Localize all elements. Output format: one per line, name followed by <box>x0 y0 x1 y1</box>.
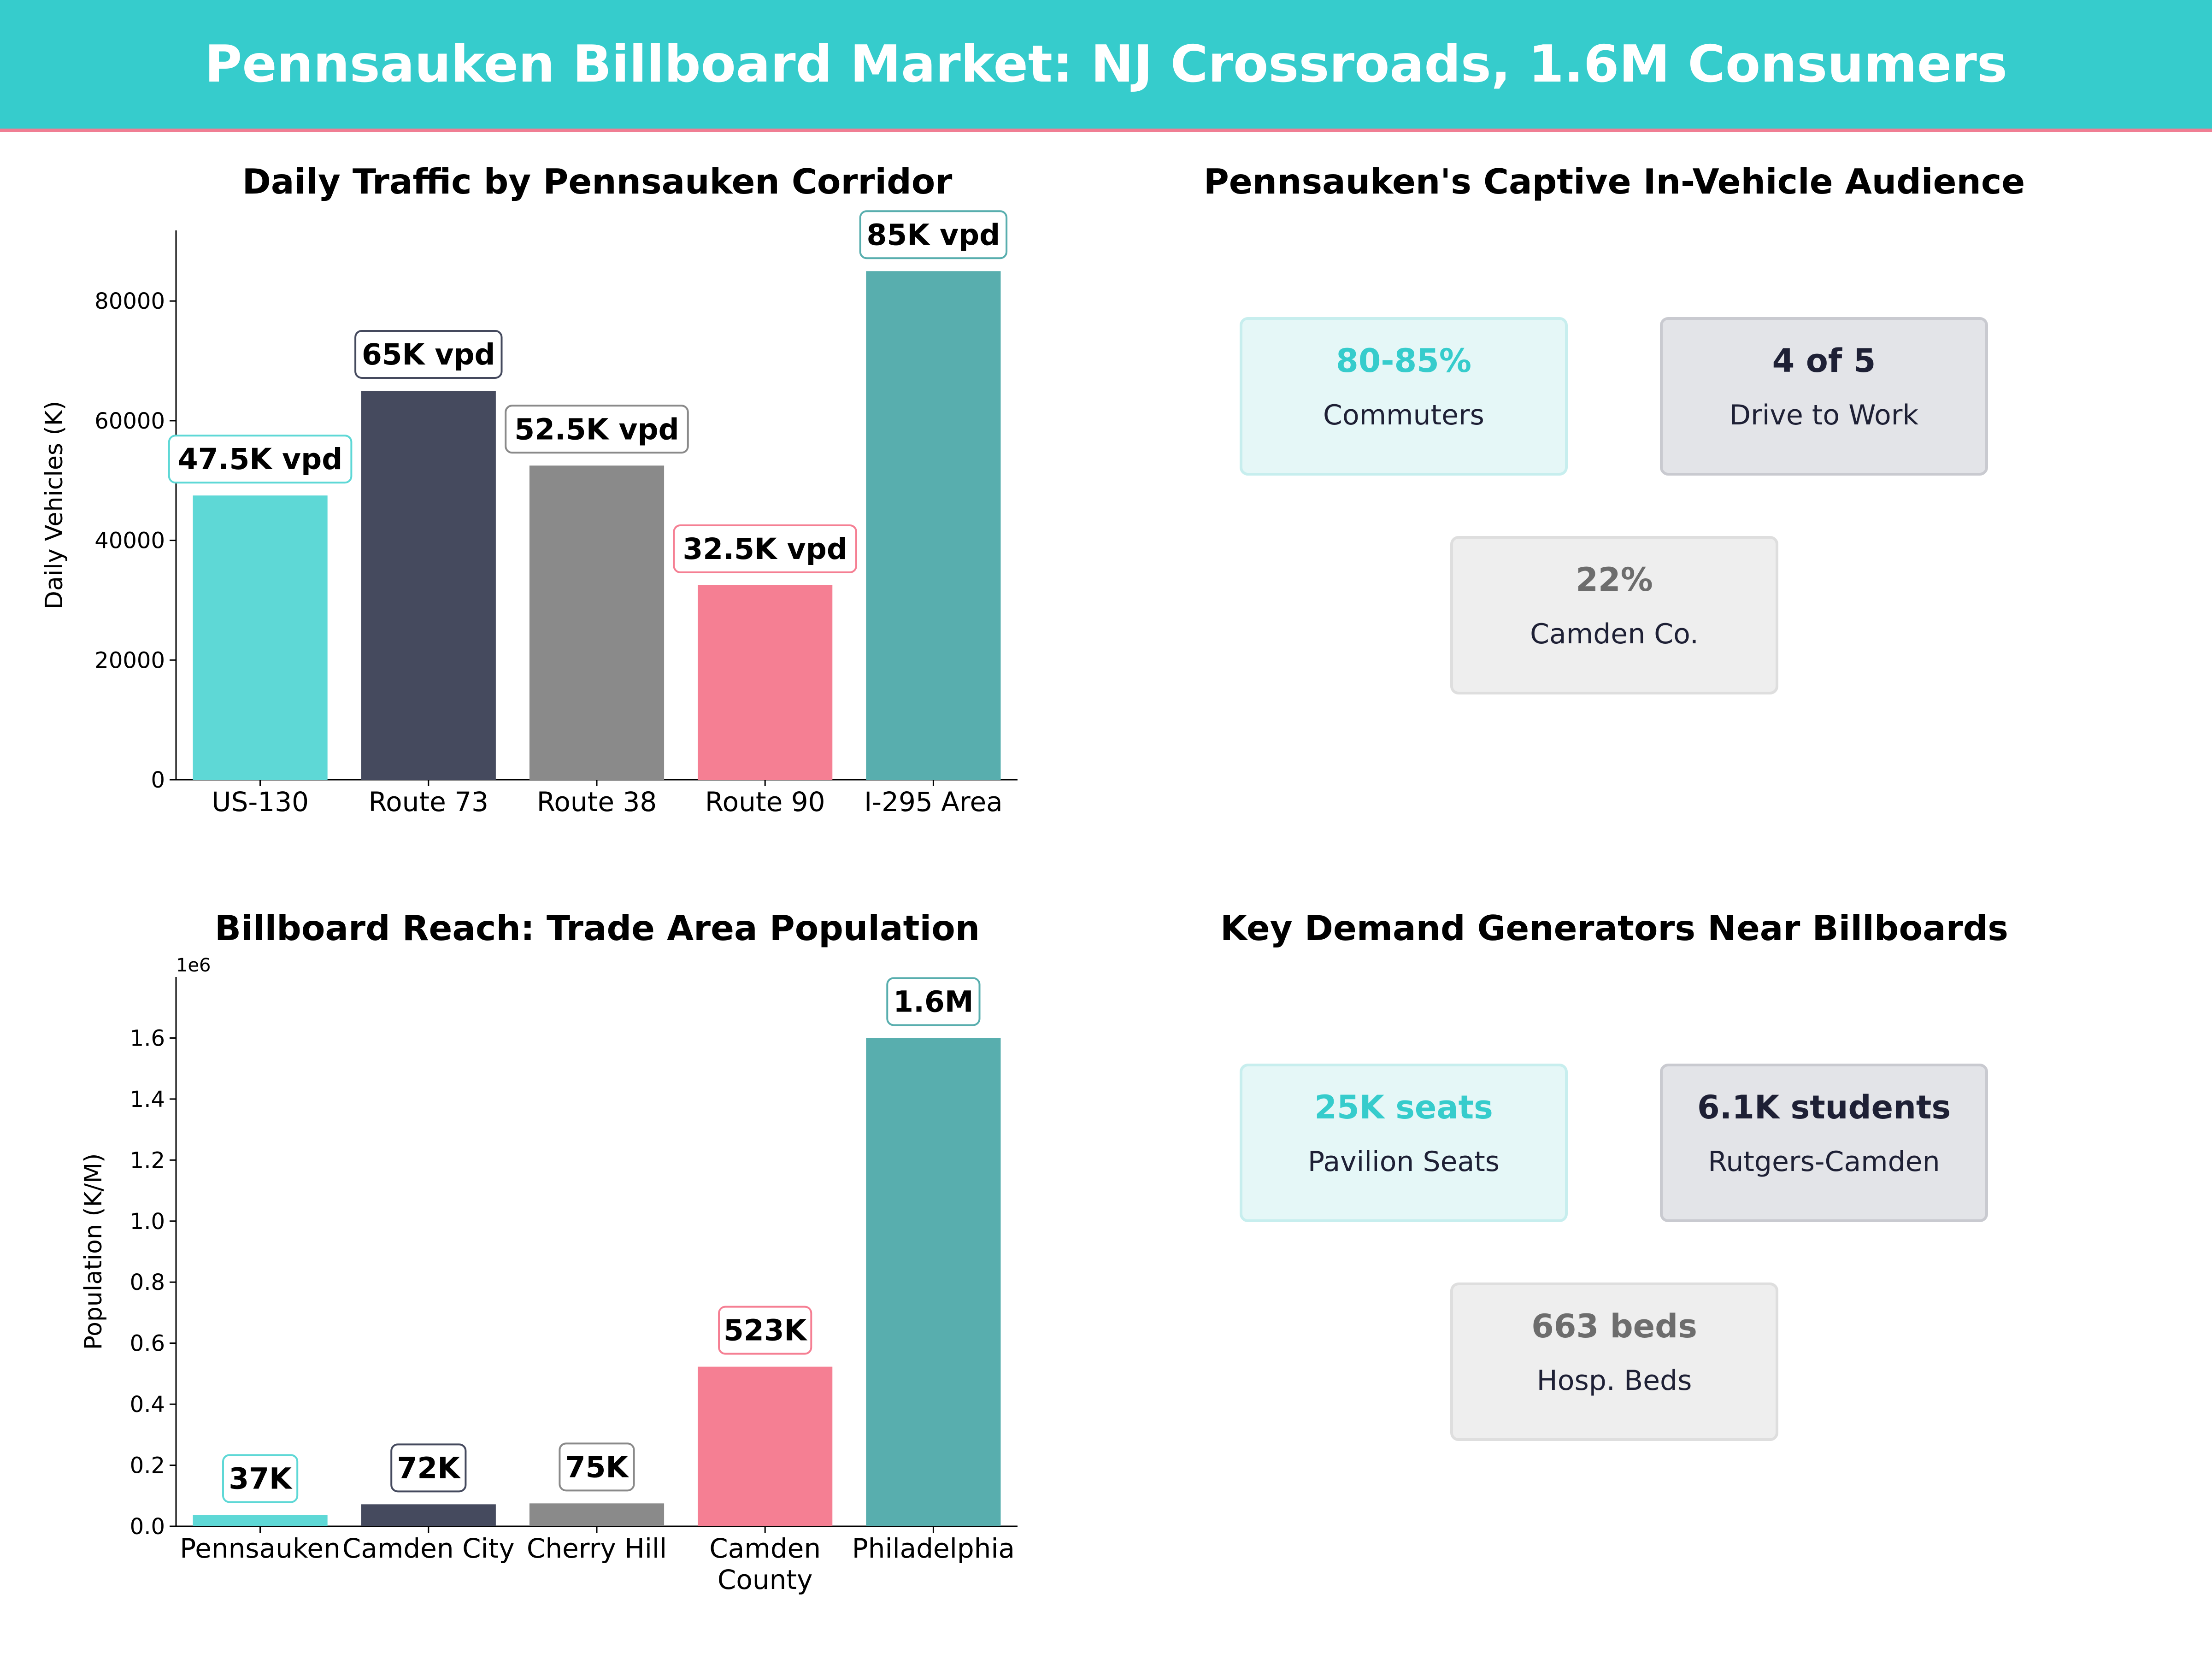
reach-y-tick-label: 0.8 <box>130 1270 165 1295</box>
reach-data-label: 75K <box>565 1450 629 1484</box>
reach-x-tick-label: Camden City <box>342 1533 515 1564</box>
page-title: Pennsauken Billboard Market: NJ Crossroa… <box>205 35 2007 94</box>
reach-axis-offset-label: 1e6 <box>176 955 211 976</box>
traffic-data-label: 52.5K vpd <box>514 412 679 446</box>
reach-y-axis-label: Population (K/M) <box>80 1153 107 1350</box>
stat-value: 4 of 5 <box>1772 342 1876 380</box>
reach-y-tick-label: 1.2 <box>130 1147 165 1173</box>
reach-bar <box>361 1504 496 1526</box>
traffic-data-label: 85K vpd <box>867 218 1000 252</box>
reach-data-label-box <box>559 1442 635 1492</box>
traffic-y-tick-label: 60000 <box>94 408 165 434</box>
reach-bar <box>193 1515 328 1526</box>
reach-data-label-box <box>718 1306 812 1355</box>
traffic-x-tick-label: Route 90 <box>705 786 825 818</box>
traffic-x-tick-label: Route 38 <box>537 786 657 818</box>
stat-label: Hosp. Beds <box>1536 1365 1692 1397</box>
reach-y-tick-label: 0.6 <box>130 1331 165 1357</box>
traffic-data-label: 47.5K vpd <box>178 442 342 476</box>
reach-data-label: 523K <box>724 1314 808 1347</box>
traffic-y-tick-label: 40000 <box>94 528 165 554</box>
reach-y-tick-label: 1.0 <box>130 1209 165 1235</box>
traffic-y-tick-label: 0 <box>151 767 165 793</box>
reach-y-tick-label: 1.6 <box>130 1025 165 1051</box>
traffic-data-label-box <box>673 524 857 573</box>
reach-x-tick-label: Pennsauken <box>180 1533 341 1564</box>
traffic-bar <box>193 495 328 780</box>
traffic-data-label-box <box>505 405 689 454</box>
reach-data-label: 72K <box>397 1451 461 1485</box>
reach-data-label-box <box>390 1443 467 1493</box>
reach-data-label-box <box>886 977 981 1026</box>
stat-value: 22% <box>1576 561 1653 599</box>
reach-y-tick-label: 0.4 <box>130 1392 165 1418</box>
stat-label: Rutgers-Camden <box>1708 1146 1940 1178</box>
stat-label: Commuters <box>1323 399 1484 431</box>
traffic-data-label-box <box>168 435 353 484</box>
reach-x-tick-label: Philadelphia <box>852 1533 1015 1564</box>
stat-value: 80-85% <box>1335 342 1471 380</box>
reach-bar-chart: 0.0 0.2 0.4 0.6 0.8 1.0 1.2 1.4 1.6 Population (K… <box>80 977 1018 1595</box>
header-banner <box>0 0 2212 132</box>
reach-bar <box>866 1038 1001 1526</box>
reach-y-tick-label: 0.2 <box>130 1453 165 1479</box>
reach-y-tick-label: 0.0 <box>130 1514 165 1540</box>
stat-label: Drive to Work <box>1729 399 1919 431</box>
reach-bar <box>529 1503 665 1526</box>
reach-data-label-box <box>222 1454 299 1503</box>
traffic-x-tick-label: Route 73 <box>368 786 488 818</box>
stat-card-rutgers-camden: 6.1K students Rutgers-Camden <box>1660 1064 1988 1222</box>
traffic-y-tick-label: 80000 <box>94 288 165 314</box>
traffic-data-label-box <box>354 329 503 379</box>
reach-x-tick-label: Camden County <box>709 1533 821 1595</box>
traffic-data-label-box <box>859 210 1008 259</box>
traffic-y-tick-label: 20000 <box>94 647 165 673</box>
stat-card-hospital-beds: 663 beds Hosp. Beds <box>1450 1282 1778 1441</box>
stat-card-commuters: 80-85% Commuters <box>1240 317 1568 476</box>
traffic-bar-chart: 0 20000 40000 60000 80000 Daily Vehicles (K) U… <box>41 210 1018 818</box>
reach-y-tick-label: 1.4 <box>130 1087 165 1112</box>
stat-value: 663 beds <box>1531 1307 1697 1345</box>
reach-x-tick-label: Cherry Hill <box>527 1533 667 1564</box>
traffic-x-tick-label: US-130 <box>212 786 309 818</box>
reach-data-label: 1.6M <box>893 985 973 1018</box>
stat-card-drive-to-work: 4 of 5 Drive to Work <box>1660 317 1988 476</box>
stat-card-camden-co: 22% Camden Co. <box>1450 536 1778 694</box>
traffic-bar <box>529 465 665 780</box>
traffic-data-label: 32.5K vpd <box>682 532 847 566</box>
traffic-data-label: 65K vpd <box>362 338 495 371</box>
traffic-chart-title: Daily Traffic by Pennsauken Corridor <box>242 161 953 202</box>
demand-panel-title: Key Demand Generators Near Billboards <box>1220 908 2008 948</box>
traffic-x-tick-label: I-295 Area <box>864 786 1003 818</box>
reach-data-label: 37K <box>229 1462 293 1495</box>
stat-label: Pavilion Seats <box>1307 1146 1500 1178</box>
traffic-bar <box>698 585 833 780</box>
traffic-bar <box>361 390 496 780</box>
stat-card-pavilion-seats: 25K seats Pavilion Seats <box>1240 1064 1568 1222</box>
stat-value: 25K seats <box>1314 1088 1493 1126</box>
audience-panel-title: Pennsauken's Captive In-Vehicle Audience <box>1204 161 2025 202</box>
reach-bar <box>698 1366 833 1526</box>
traffic-y-axis-label: Daily Vehicles (K) <box>41 401 68 609</box>
stat-label: Camden Co. <box>1530 618 1699 650</box>
traffic-bar <box>866 271 1001 780</box>
reach-chart-title: Billboard Reach: Trade Area Population <box>215 908 980 948</box>
stat-value: 6.1K students <box>1697 1088 1951 1126</box>
